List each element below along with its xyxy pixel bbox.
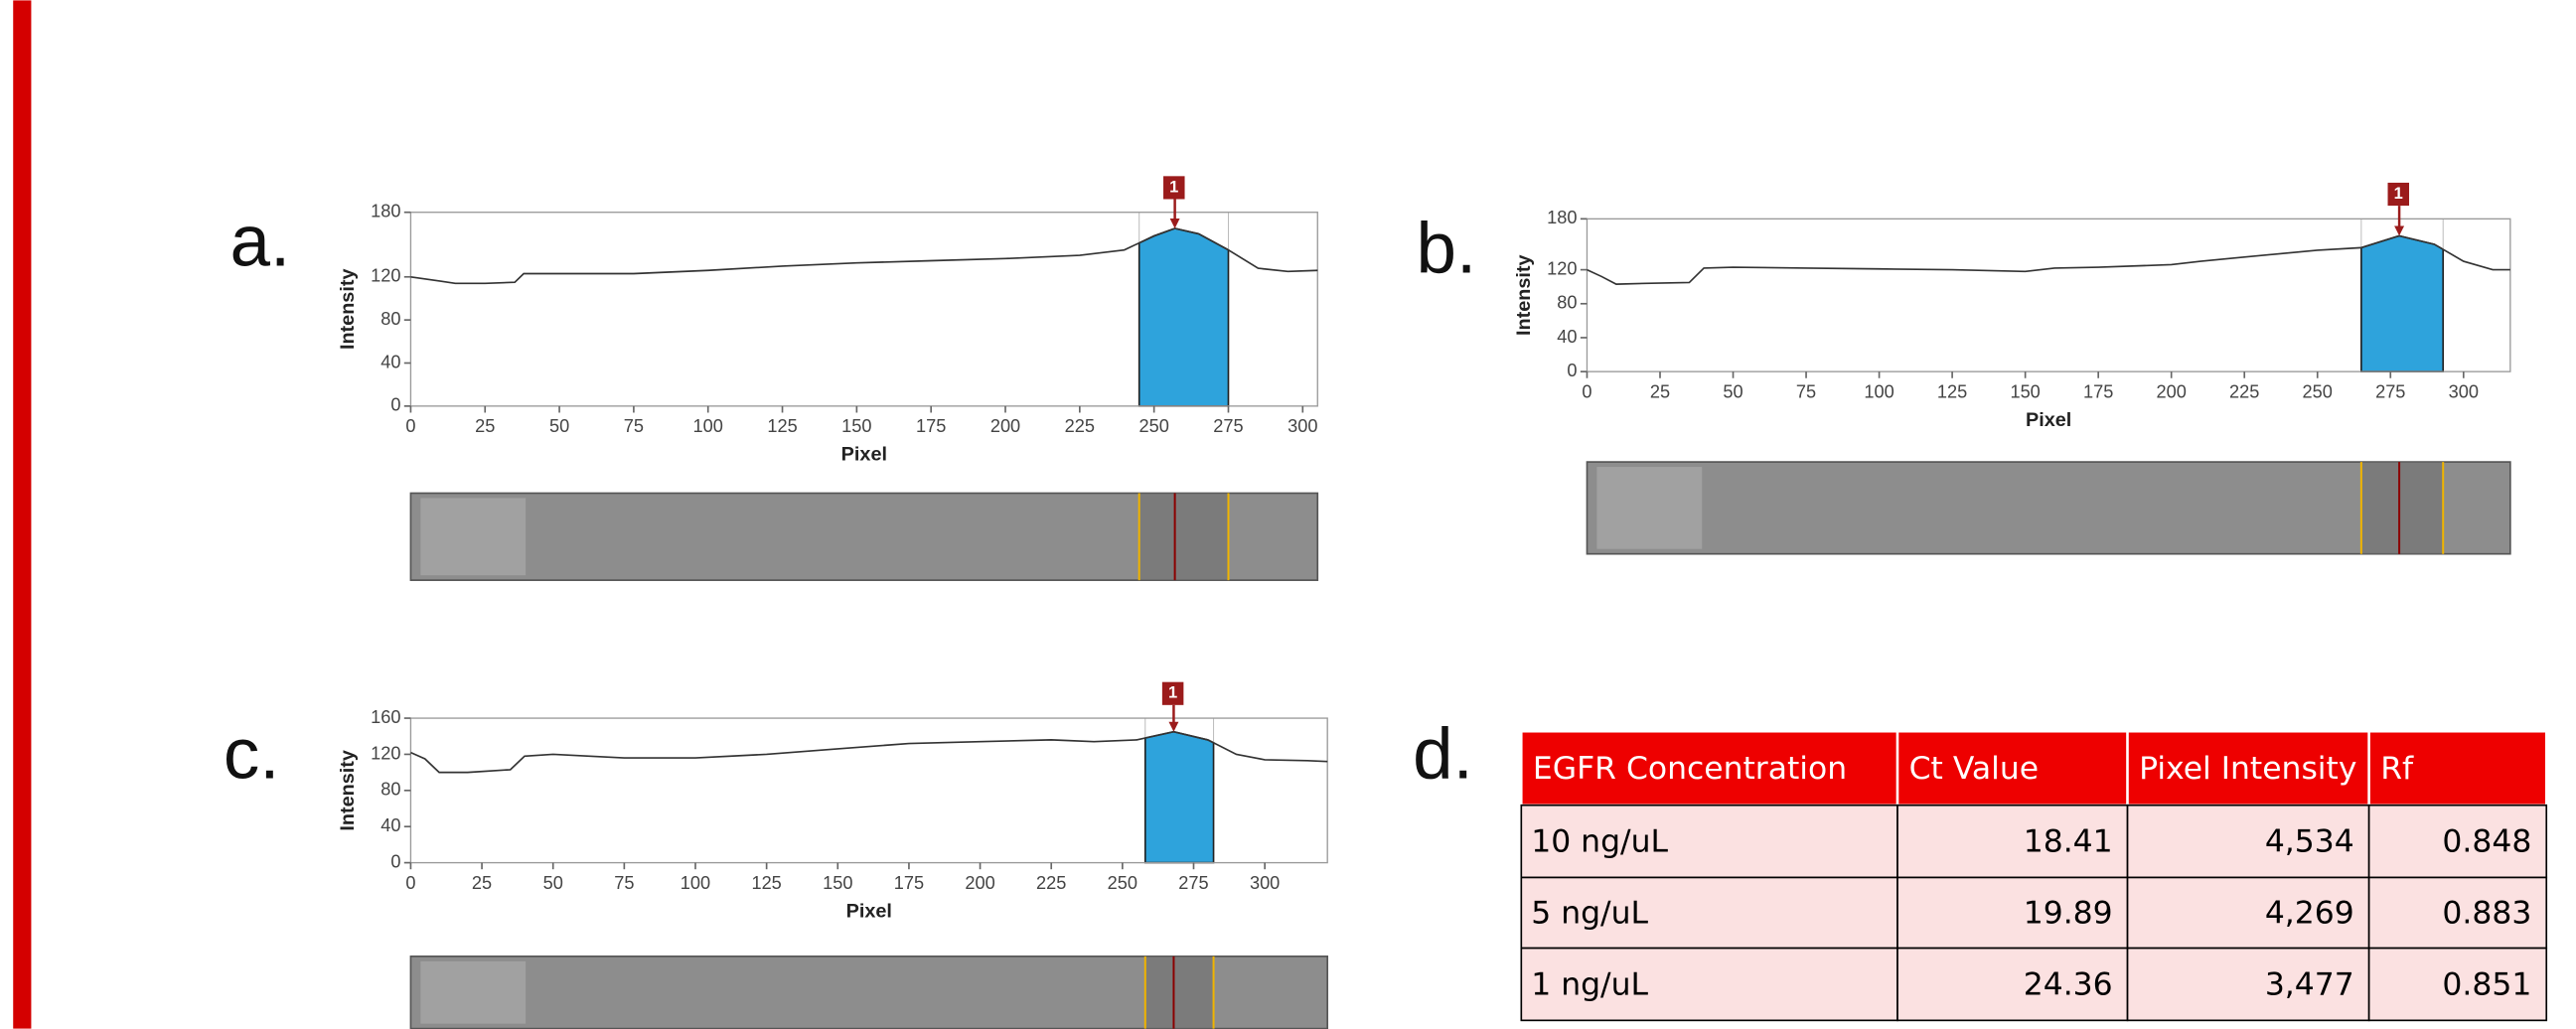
peak-arrow-head	[1168, 722, 1178, 732]
x-tick-label: 275	[2375, 381, 2405, 401]
x-tick-label: 25	[1650, 381, 1670, 401]
y-tick-label: 80	[1557, 293, 1577, 313]
y-tick-label: 80	[380, 309, 400, 329]
x-axis-title: Pixel	[2026, 409, 2071, 431]
x-tick-label: 200	[990, 416, 1020, 436]
x-tick-label: 175	[916, 416, 946, 436]
header-text: Pixel Intensity	[2139, 751, 2356, 787]
header-text: Ct Value	[1909, 751, 2039, 787]
header-text: EGFR Concentration	[1533, 751, 1847, 787]
x-tick-label: 250	[1108, 873, 1137, 893]
x-tick-label: 250	[2303, 381, 2333, 401]
cell-text: 0.851	[2442, 967, 2531, 1003]
y-tick-label: 0	[1567, 361, 1577, 380]
header-text: Rf	[2380, 751, 2414, 787]
cell-text: 19.89	[2024, 896, 2113, 932]
y-tick-label: 180	[1547, 208, 1577, 227]
gel-spot	[420, 961, 526, 1024]
cell-text: 1 ng/uL	[1531, 967, 1648, 1003]
x-tick-label: 275	[1213, 416, 1243, 436]
peak-arrow-head	[1170, 219, 1180, 228]
peak-region	[1145, 732, 1214, 863]
cell-text: 10 ng/uL	[1531, 824, 1668, 860]
cell-text: 0.883	[2442, 896, 2531, 932]
cell-text: 24.36	[2024, 967, 2113, 1003]
x-tick-label: 0	[405, 416, 415, 436]
x-tick-label: 175	[2083, 381, 2113, 401]
x-tick-label: 200	[965, 873, 994, 893]
panel-label: c.	[224, 714, 280, 795]
panel-label: d.	[1413, 714, 1473, 795]
x-tick-label: 50	[549, 416, 569, 436]
cell-text: 4,269	[2265, 896, 2354, 932]
x-axis-title: Pixel	[841, 444, 887, 466]
cell-text: 0.848	[2442, 824, 2531, 860]
x-axis-title: Pixel	[846, 900, 892, 922]
y-axis-title: Intensity	[337, 269, 359, 351]
x-tick-label: 300	[2449, 381, 2479, 401]
x-tick-label: 275	[1178, 873, 1208, 893]
y-tick-label: 0	[390, 851, 400, 871]
x-tick-label: 300	[1250, 873, 1280, 893]
y-axis-title: Intensity	[1513, 254, 1535, 336]
peak-arrow-head	[2394, 226, 2404, 236]
y-tick-label: 120	[371, 743, 400, 763]
x-tick-label: 300	[1288, 416, 1317, 436]
x-tick-label: 150	[823, 873, 852, 893]
gel-spot	[1596, 467, 1702, 549]
x-tick-label: 150	[2010, 381, 2040, 401]
x-tick-label: 125	[1937, 381, 1967, 401]
peak-label: 1	[1168, 683, 1177, 702]
x-tick-label: 100	[1864, 381, 1894, 401]
cell-text: 18.41	[2024, 824, 2113, 860]
panel-label: b.	[1416, 208, 1476, 288]
x-tick-label: 75	[624, 416, 644, 436]
gel-spot	[420, 498, 526, 575]
x-tick-label: 50	[543, 873, 563, 893]
x-tick-label: 100	[681, 873, 710, 893]
y-tick-label: 120	[371, 266, 400, 286]
gel-band	[1139, 494, 1229, 581]
x-tick-label: 200	[2157, 381, 2187, 401]
cell-text: 4,534	[2265, 824, 2354, 860]
y-tick-label: 160	[371, 707, 400, 727]
x-tick-label: 25	[472, 873, 492, 893]
peak-label: 1	[2394, 184, 2403, 203]
y-tick-label: 40	[380, 352, 400, 371]
x-tick-label: 250	[1138, 416, 1168, 436]
y-tick-label: 180	[371, 202, 400, 221]
x-tick-label: 0	[405, 873, 415, 893]
y-tick-label: 40	[1557, 327, 1577, 347]
peak-label: 1	[1169, 177, 1178, 196]
x-tick-label: 75	[1796, 381, 1816, 401]
gel-band	[2361, 462, 2443, 554]
x-tick-label: 25	[475, 416, 495, 436]
y-tick-label: 120	[1547, 258, 1577, 278]
figure: a.04080120180025507510012515017520022525…	[0, 0, 2576, 1029]
x-tick-label: 100	[693, 416, 723, 436]
peak-region	[1139, 228, 1229, 406]
y-axis-title: Intensity	[337, 750, 359, 831]
x-tick-label: 125	[767, 416, 797, 436]
y-tick-label: 80	[380, 780, 400, 800]
x-tick-label: 150	[841, 416, 871, 436]
cell-text: 5 ng/uL	[1531, 896, 1648, 932]
cell-text: 3,477	[2265, 967, 2354, 1003]
x-tick-label: 0	[1582, 381, 1591, 401]
gel-band	[1145, 956, 1214, 1029]
x-tick-label: 225	[1036, 873, 1066, 893]
x-tick-label: 225	[1065, 416, 1095, 436]
peak-region	[2361, 235, 2443, 371]
x-tick-label: 75	[614, 873, 634, 893]
side-bar	[13, 0, 31, 1028]
y-tick-label: 40	[380, 815, 400, 835]
x-tick-label: 175	[894, 873, 924, 893]
x-tick-label: 225	[2229, 381, 2259, 401]
y-tick-label: 0	[390, 395, 400, 415]
panel-label: a.	[230, 202, 291, 282]
x-tick-label: 50	[1723, 381, 1743, 401]
x-tick-label: 125	[751, 873, 781, 893]
